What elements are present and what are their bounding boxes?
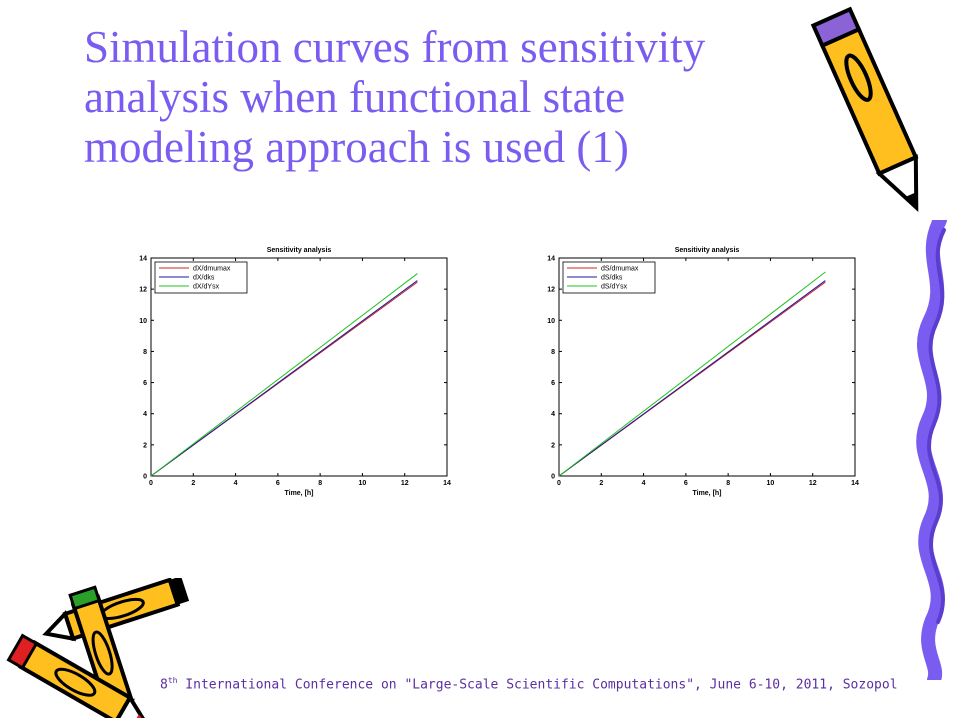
slide-title-line: modeling approach is used (1) [84, 122, 629, 172]
x-axis-label: Time, [h] [692, 490, 721, 497]
sensitivity-chart-left: Sensitivity analysis 0 2 4 6 8 10 12 14 0 2 4 6 8 10 12… [120, 238, 460, 508]
x-tick-label: 2 [191, 480, 195, 487]
slide-title-line: Simulation curves from sensitivity [84, 22, 706, 72]
sensitivity-chart-right: Sensitivity analysis 0 2 4 6 8 10 12 14 0 2 4 6 8 10 12… [528, 238, 868, 508]
legend-entry: dX/dYsx [193, 284, 220, 291]
x-tick-label: 8 [318, 480, 322, 487]
series-line [558, 280, 826, 477]
series-line [558, 271, 826, 477]
legend-entry: dX/dmumax [193, 266, 231, 273]
x-tick-label: 14 [851, 480, 859, 487]
x-tick-label: 12 [809, 480, 817, 487]
slide-title: Simulation curves from sensitivity analy… [84, 22, 844, 172]
y-tick-label: 0 [143, 474, 147, 481]
footer-sup: th [167, 676, 178, 685]
series-line [150, 273, 418, 477]
x-tick-label: 4 [642, 480, 646, 487]
legend-entry: dX/dks [193, 275, 215, 282]
x-tick-label: 12 [401, 480, 409, 487]
legend-entry: dS/dmumax [601, 266, 639, 273]
x-tick-label: 10 [767, 480, 775, 487]
y-tick-label: 10 [139, 318, 147, 325]
chart-title: Sensitivity analysis [675, 247, 740, 254]
pencil-bottom-left-icon [6, 578, 190, 718]
x-tick-label: 2 [599, 480, 603, 487]
y-tick-label: 8 [143, 349, 147, 356]
footer: 8th International Conference on "Large-S… [160, 676, 898, 692]
y-tick-label: 2 [551, 442, 555, 449]
series-line [150, 280, 418, 477]
y-tick-label: 12 [547, 287, 555, 294]
x-tick-label: 8 [726, 480, 730, 487]
legend [562, 261, 656, 294]
y-tick-label: 6 [551, 380, 555, 387]
chart-title: Sensitivity analysis [267, 247, 332, 254]
x-tick-label: 14 [443, 480, 451, 487]
y-tick-label: 4 [143, 411, 147, 418]
y-tick-label: 14 [139, 256, 147, 263]
footer-text: International Conference on "Large-Scale… [177, 677, 898, 693]
y-tick-label: 14 [547, 256, 555, 263]
y-tick-label: 2 [143, 442, 147, 449]
legend-entry: dS/dks [601, 275, 623, 282]
slide-title-line: analysis when functional state [84, 72, 626, 122]
chart-svg: Sensitivity analysis 0 2 4 6 8 10 12 14 0 2 4 6 8 10 12… [547, 247, 859, 497]
pencil-top-right-icon [810, 6, 919, 213]
x-tick-label: 6 [684, 480, 688, 487]
scribble-border-icon [916, 220, 947, 680]
x-axis-label: Time, [h] [284, 490, 313, 497]
y-tick-label: 10 [547, 318, 555, 325]
y-tick-label: 12 [139, 287, 147, 294]
y-tick-label: 8 [551, 349, 555, 356]
chart-svg: Sensitivity analysis 0 2 4 6 8 10 12 14 0 2 4 6 8 10 12… [139, 247, 451, 497]
y-tick-label: 4 [551, 411, 555, 418]
x-tick-label: 0 [557, 480, 561, 487]
x-tick-label: 4 [234, 480, 238, 487]
y-tick-label: 0 [551, 474, 555, 481]
footer-prefix: 8 [160, 677, 168, 693]
x-tick-label: 0 [149, 480, 153, 487]
x-tick-label: 10 [359, 480, 367, 487]
y-tick-label: 6 [143, 380, 147, 387]
x-tick-label: 6 [276, 480, 280, 487]
legend-entry: dS/dYsx [601, 284, 628, 291]
